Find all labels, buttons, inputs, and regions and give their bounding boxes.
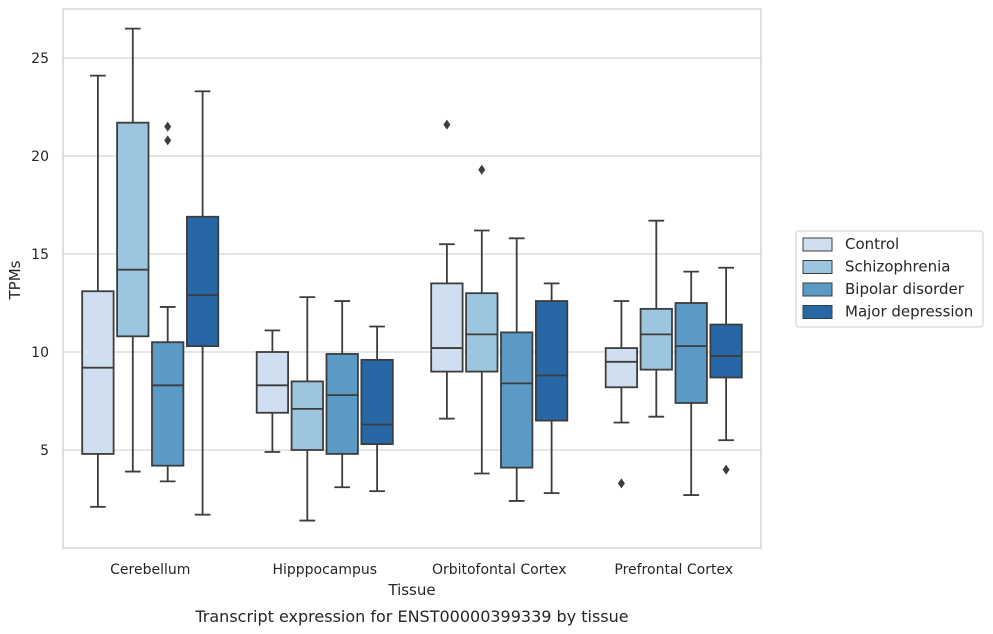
box-plot-item xyxy=(500,237,534,502)
box-plot-item xyxy=(81,74,115,508)
legend-frame xyxy=(795,230,984,328)
outlier-point xyxy=(443,119,451,130)
chart-caption: Transcript expression for ENST0000039933… xyxy=(194,607,628,626)
box xyxy=(325,353,359,455)
box-plot-item xyxy=(290,296,324,522)
box-plot-item xyxy=(709,266,743,475)
outlier-point xyxy=(478,164,486,175)
y-axis-ticks: 5 10 15 20 25 xyxy=(31,51,49,459)
box xyxy=(674,302,708,404)
box-plot-item xyxy=(674,270,708,496)
legend-swatch xyxy=(802,260,833,274)
box-plot-item xyxy=(185,90,220,516)
box xyxy=(465,292,499,373)
box xyxy=(81,290,115,455)
box xyxy=(639,307,673,371)
box-plot-item xyxy=(639,219,673,418)
box xyxy=(604,347,639,389)
box-plot-item xyxy=(534,282,569,495)
legend-label: Schizophrenia xyxy=(845,258,950,276)
x-tick-label: Hipppocampus xyxy=(272,562,377,578)
box-plot-item xyxy=(255,329,290,453)
plot-frame xyxy=(62,8,762,549)
box-plot-item xyxy=(325,300,359,489)
box-plot-item xyxy=(604,300,639,489)
x-axis-label: Tissue xyxy=(387,581,435,599)
box xyxy=(500,331,534,469)
box xyxy=(534,300,569,422)
legend-label: Control xyxy=(845,235,899,253)
legend-label: Major depression xyxy=(845,303,973,321)
y-tick-label: 10 xyxy=(31,345,49,361)
box-plot-item xyxy=(360,325,394,493)
y-tick-label: 5 xyxy=(40,443,49,459)
legend-swatch xyxy=(802,305,833,319)
x-axis-ticks: Cerebellum Hipppocampus Orbitofontal Corte… xyxy=(110,562,733,578)
box xyxy=(430,282,464,373)
x-tick-label: Prefrontal Cortex xyxy=(614,562,733,578)
y-tick-label: 20 xyxy=(31,149,49,165)
box-plot-area xyxy=(81,27,743,522)
box xyxy=(709,323,743,379)
box xyxy=(151,341,185,467)
y-tick-label: 15 xyxy=(31,247,49,263)
box xyxy=(185,215,220,348)
legend-swatch xyxy=(802,282,833,297)
outlier-point xyxy=(164,121,172,132)
box xyxy=(255,351,290,414)
outlier-point xyxy=(617,478,625,489)
outlier-point xyxy=(164,135,172,146)
x-tick-label: Orbitofontal Cortex xyxy=(432,562,567,578)
legend-label: Bipolar disorder xyxy=(845,280,965,298)
box-plot-item xyxy=(430,119,464,420)
box xyxy=(116,121,150,338)
y-tick-label: 25 xyxy=(31,51,49,67)
box xyxy=(360,358,394,446)
box-plot-item xyxy=(465,164,499,475)
x-tick-label: Cerebellum xyxy=(110,562,190,578)
y-axis-label: TPMs xyxy=(6,260,24,300)
outlier-point xyxy=(722,464,730,475)
box-plot-item xyxy=(151,121,185,483)
box-plot-item xyxy=(116,27,150,473)
box xyxy=(290,380,324,451)
legend-swatch xyxy=(802,237,833,252)
legend: Control Schizophrenia Bipolar disorder Majo… xyxy=(795,230,984,328)
